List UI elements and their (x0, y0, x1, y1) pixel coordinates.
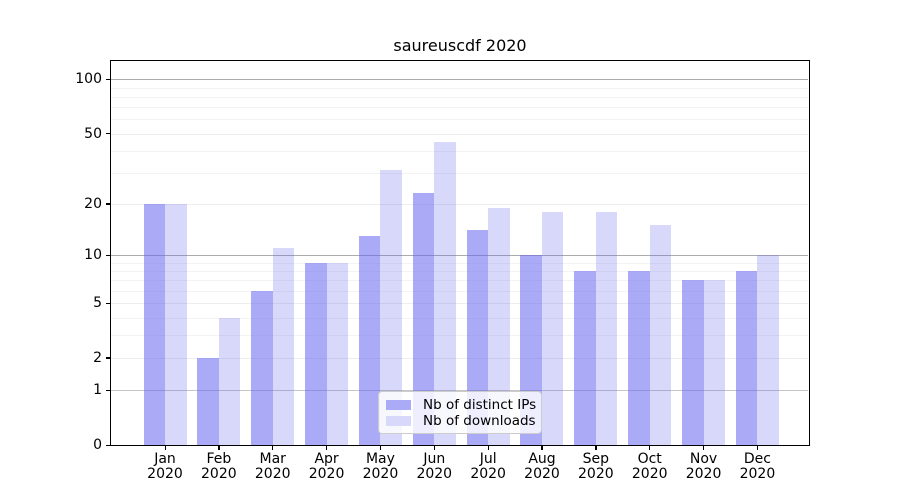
gridline-y-90 (111, 87, 808, 89)
bar-jun-ips (412, 193, 435, 445)
y-tick-label-2: 2 (93, 349, 102, 366)
x-tick-mark-aug (541, 446, 543, 450)
bar-may-ips (358, 235, 381, 445)
x-tick-mark-jun (433, 446, 435, 450)
x-tick-mark-may (379, 446, 382, 450)
y-tick-mark-1 (106, 389, 110, 391)
bar-oct-ips (628, 270, 650, 445)
bar-sep-ips (574, 270, 596, 445)
bar-jan-ips (143, 203, 165, 445)
gridline-y-9 (111, 262, 808, 264)
gridline-y-3 (111, 335, 808, 337)
bar-dec-downloads (757, 255, 779, 445)
x-tick-mark-jul (487, 446, 489, 450)
gridline-y-40 (111, 150, 808, 152)
bar-dec-ips (735, 270, 758, 445)
bar-apr-ips (305, 262, 327, 445)
y-tick-label-5: 5 (93, 295, 102, 312)
bar-mar-ips (251, 290, 273, 445)
y-tick-mark-2 (106, 357, 110, 359)
gridline-y-30 (111, 172, 808, 174)
gridline-y-70 (111, 107, 808, 109)
x-tick-label-dec: Dec 2020 (739, 451, 776, 482)
gridline-y-60 (111, 119, 808, 121)
chart-title: saureuscdf 2020 (393, 36, 527, 55)
x-tick-mark-nov (703, 446, 705, 450)
x-tick-label-may: May 2020 (362, 451, 399, 482)
x-tick-label-apr: Apr 2020 (308, 451, 345, 482)
bar-feb-downloads (218, 317, 241, 445)
gridline-y-100 (111, 79, 808, 81)
bar-jul-downloads (488, 207, 510, 445)
bar-sep-downloads (595, 211, 618, 445)
x-tick-label-jan: Jan 2020 (147, 451, 183, 482)
x-tick-mark-apr (326, 446, 328, 450)
bar-aug-downloads (541, 211, 564, 445)
x-tick-mark-feb (218, 446, 220, 450)
gridline-y-20 (111, 203, 808, 205)
x-tick-label-oct: Oct 2020 (631, 451, 668, 482)
y-tick-mark-0 (106, 444, 110, 446)
gridline-y-1 (111, 390, 808, 392)
x-tick-label-jun: Jun 2020 (416, 451, 453, 482)
bar-may-downloads (380, 170, 402, 445)
legend-item-downloads: Nb of downloads (386, 413, 536, 429)
bar-oct-downloads (649, 225, 672, 445)
legend-swatch-distinct-ips (386, 400, 411, 410)
gridline-y-5 (111, 303, 808, 305)
bar-nov-downloads (703, 280, 726, 445)
legend-item-distinct-ips: Nb of distinct IPs (386, 397, 537, 413)
y-tick-mark-100 (106, 78, 110, 81)
gridline-y-10 (111, 255, 808, 257)
x-tick-mark-sep (595, 446, 597, 450)
y-tick-label-20: 20 (84, 195, 102, 212)
y-tick-mark-5 (106, 302, 110, 304)
gridline-y-80 (111, 96, 808, 98)
bar-jun-downloads (434, 141, 456, 445)
y-tick-label-1: 1 (93, 382, 102, 399)
bar-nov-ips (682, 280, 704, 445)
gridline-y-6 (111, 290, 808, 292)
gridline-y-8 (111, 270, 808, 272)
x-tick-label-feb: Feb 2020 (201, 451, 237, 482)
y-tick-mark-10 (106, 254, 110, 256)
bar-apr-downloads (326, 262, 349, 445)
y-tick-mark-50 (106, 133, 110, 135)
gridline-y-2 (111, 357, 808, 359)
x-tick-mark-dec (756, 446, 759, 450)
x-tick-mark-mar (272, 446, 274, 450)
x-tick-mark-jan (164, 446, 166, 450)
x-tick-label-aug: Aug 2020 (524, 451, 560, 482)
y-tick-label-10: 10 (84, 247, 102, 264)
legend: Nb of distinct IPs Nb of downloads (378, 391, 542, 434)
x-tick-label-sep: Sep 2020 (578, 451, 614, 482)
x-tick-label-jul: Jul 2020 (470, 451, 506, 482)
gridline-y-4 (111, 317, 808, 319)
legend-label-distinct-ips: Nb of distinct IPs (423, 397, 537, 413)
y-tick-mark-20 (106, 203, 110, 205)
x-tick-label-mar: Mar 2020 (254, 451, 291, 482)
bar-jan-downloads (165, 203, 187, 445)
gridline-y-50 (111, 133, 808, 135)
bar-feb-ips (197, 357, 219, 445)
legend-label-downloads: Nb of downloads (423, 413, 536, 429)
x-tick-mark-oct (649, 446, 651, 450)
y-tick-label-0: 0 (93, 437, 102, 453)
bar-mar-downloads (272, 248, 295, 445)
x-tick-label-nov: Nov 2020 (685, 451, 722, 482)
gridline-y-7 (111, 280, 808, 282)
y-tick-label-100: 100 (75, 71, 102, 88)
y-tick-label-50: 50 (84, 125, 102, 142)
legend-swatch-downloads (386, 416, 411, 426)
